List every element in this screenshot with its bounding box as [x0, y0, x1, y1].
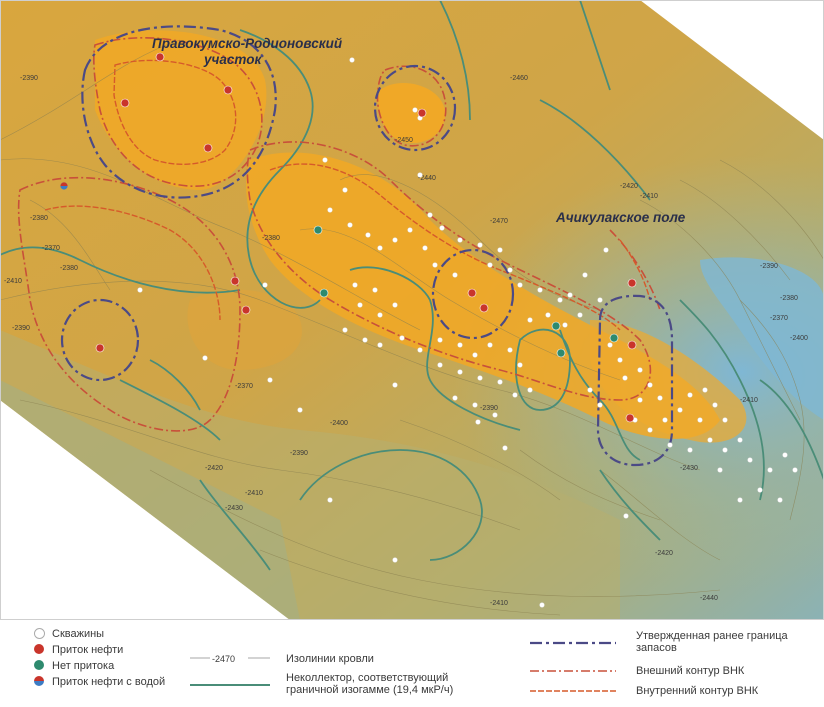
- map-legend: Скважины Приток нефти Нет притока Приток…: [0, 620, 824, 707]
- no-inflow-icon: [34, 660, 44, 670]
- svg-text:-2420: -2420: [620, 183, 638, 190]
- legend-isoline-value: -2470: [212, 654, 236, 664]
- legend-oil-water-inflow: Приток нефти с водой: [52, 676, 166, 688]
- area-label-pravokumsko: Правокумско-Родионовский: [152, 36, 343, 51]
- well-symbol-icon: [34, 628, 45, 639]
- approved-boundary-line-icon: [530, 641, 616, 645]
- svg-text:-2430: -2430: [680, 465, 698, 472]
- svg-text:-2410: -2410: [740, 397, 758, 404]
- svg-text:-2380: -2380: [262, 235, 280, 242]
- legend-outer-contour: Внешний контур ВНК: [636, 665, 745, 677]
- svg-text:-2430: -2430: [225, 505, 243, 512]
- svg-text:-2380: -2380: [30, 215, 48, 222]
- legend-noncollector: Неколлектор, соответствующий граничной и…: [286, 672, 454, 696]
- approved-boundary: [60, 25, 674, 467]
- svg-text:-2370: -2370: [770, 315, 788, 322]
- noncollector-line-icon: [190, 684, 270, 686]
- svg-text:-2370: -2370: [235, 383, 253, 390]
- svg-text:-2440: -2440: [418, 175, 436, 182]
- svg-text:-2410: -2410: [490, 600, 508, 607]
- svg-text:-2410: -2410: [4, 278, 22, 285]
- oil-inflow-wells: [95, 52, 637, 423]
- no-inflow-wells: [313, 225, 619, 358]
- legend-approved-boundary: Утвержденная ранее граница запасов: [636, 630, 788, 654]
- svg-text:-2450: -2450: [395, 137, 413, 144]
- svg-text:-2420: -2420: [655, 550, 673, 557]
- oil-water-inflow-icon: [34, 676, 44, 686]
- wells: [137, 57, 798, 608]
- svg-text:-2390: -2390: [12, 325, 30, 332]
- svg-text:-2390: -2390: [760, 263, 778, 270]
- area-label-achikulak: Ачикулакское поле: [555, 210, 686, 225]
- svg-text:-2390: -2390: [480, 405, 498, 412]
- svg-text:-2470: -2470: [490, 218, 508, 225]
- svg-text:-2400: -2400: [790, 335, 808, 342]
- svg-text:-2380: -2380: [780, 295, 798, 302]
- legend-no-inflow: Нет притока: [52, 660, 115, 672]
- structure-map: -2390 -2380 -2370 -2380 -2390 -2410 -238…: [0, 0, 824, 620]
- svg-text:-2380: -2380: [60, 265, 78, 272]
- inner-contour-line-icon: [530, 690, 616, 692]
- outer-contour-line-icon: [530, 670, 616, 672]
- legend-isolines: Изолинии кровли: [286, 653, 374, 665]
- svg-text:-2460: -2460: [510, 75, 528, 82]
- oil-inflow-icon: [34, 644, 44, 654]
- isoline-labels: -2390 -2380 -2370 -2380 -2390 -2410 -238…: [4, 75, 808, 607]
- noncollector-lines: [0, 0, 824, 571]
- inner-wnk-contour: [44, 59, 651, 331]
- high-zone-nw: [95, 30, 267, 190]
- svg-text:-2410: -2410: [640, 193, 658, 200]
- svg-text:-2390: -2390: [290, 450, 308, 457]
- svg-text:-2390: -2390: [20, 75, 38, 82]
- svg-text:-2400: -2400: [330, 420, 348, 427]
- legend-wells: Скважины: [52, 628, 105, 640]
- legend-oil-inflow: Приток нефти: [52, 644, 124, 656]
- svg-text:-2420: -2420: [205, 465, 223, 472]
- isoline-sample-icon: [190, 657, 270, 659]
- area-label-uchastok: участок: [203, 52, 262, 67]
- svg-text:-2370: -2370: [42, 245, 60, 252]
- oil-water-well: [60, 182, 68, 190]
- svg-text:-2440: -2440: [700, 595, 718, 602]
- svg-text:-2410: -2410: [245, 490, 263, 497]
- legend-inner-contour: Внутренний контур ВНК: [636, 685, 759, 697]
- high-zone-east: [590, 320, 747, 443]
